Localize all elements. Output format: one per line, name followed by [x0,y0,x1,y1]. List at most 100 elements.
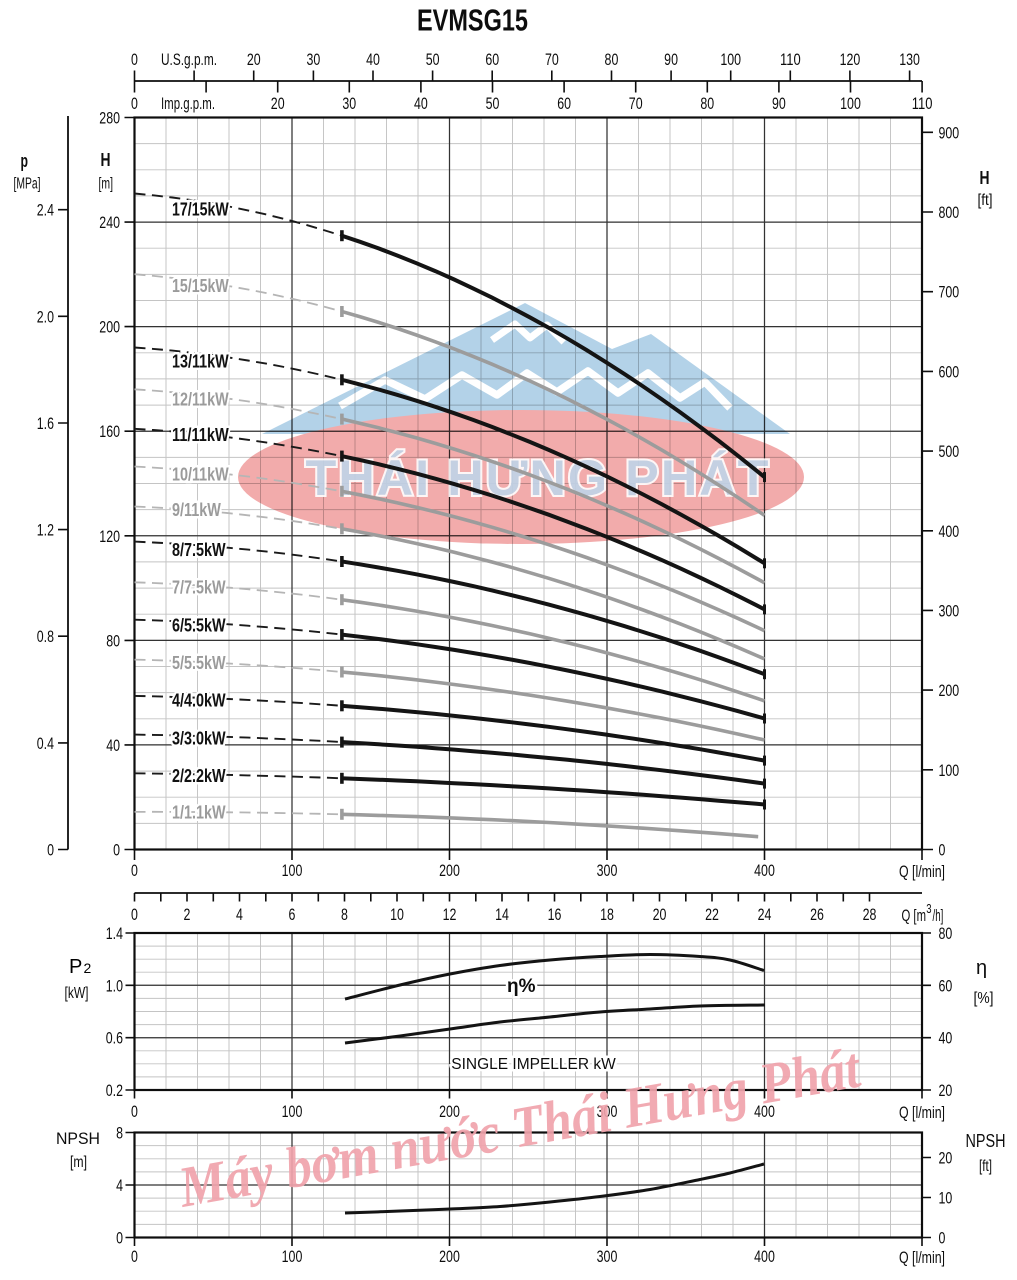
svg-text:4: 4 [116,1176,123,1195]
svg-text:70: 70 [545,50,559,69]
svg-text:280: 280 [99,108,120,127]
svg-text:[m]: [m] [70,1154,87,1171]
svg-text:50: 50 [426,50,440,69]
svg-text:500: 500 [939,442,960,461]
svg-text:Q [l/min]: Q [l/min] [899,1103,945,1122]
svg-text:1.4: 1.4 [106,924,123,943]
svg-text:4/4.0kW: 4/4.0kW [172,689,226,710]
svg-text:30: 30 [342,94,356,113]
svg-text:17/15kW: 17/15kW [172,198,229,219]
svg-text:20: 20 [939,1148,953,1167]
svg-text:40: 40 [366,50,380,69]
svg-text:300: 300 [597,1102,618,1121]
svg-text:[MPa]: [MPa] [14,176,41,193]
svg-text:[ft]: [ft] [979,1158,992,1175]
svg-text:80: 80 [605,50,619,69]
svg-text:28: 28 [863,905,877,924]
svg-text:Q [m: Q [m [902,906,927,925]
svg-text:200: 200 [439,1102,460,1121]
svg-text:400: 400 [939,522,960,541]
svg-text:0.2: 0.2 [106,1081,123,1100]
svg-text:60: 60 [939,976,953,995]
svg-text:200: 200 [439,1247,460,1266]
svg-text:12: 12 [443,905,457,924]
svg-text:2: 2 [184,905,191,924]
svg-text:EVMSG15: EVMSG15 [417,3,528,38]
svg-text:Q [l/min]: Q [l/min] [899,862,945,881]
svg-text:0.8: 0.8 [37,627,54,646]
svg-text:800: 800 [939,203,960,222]
svg-text:100: 100 [720,50,741,69]
svg-text:900: 900 [939,123,960,142]
svg-text:26: 26 [810,905,824,924]
svg-text:700: 700 [939,283,960,302]
svg-text:80: 80 [700,94,714,113]
svg-text:8/7.5kW: 8/7.5kW [172,539,226,560]
svg-text:16: 16 [548,905,562,924]
svg-text:40: 40 [414,94,428,113]
svg-text:60: 60 [485,50,499,69]
svg-text:24: 24 [758,905,772,924]
svg-text:SINGLE IMPELLER kW: SINGLE IMPELLER kW [451,1056,616,1073]
svg-text:0.6: 0.6 [106,1029,123,1048]
svg-text:60: 60 [557,94,571,113]
svg-text:120: 120 [99,527,120,546]
svg-text:2/2.2kW: 2/2.2kW [172,765,226,786]
svg-text:2.4: 2.4 [37,201,54,220]
svg-text:3/3.0kW: 3/3.0kW [172,728,226,749]
svg-text:70: 70 [629,94,643,113]
svg-text:110: 110 [912,94,933,113]
svg-text:400: 400 [754,861,775,880]
svg-text:2.0: 2.0 [37,307,54,326]
svg-text:120: 120 [840,50,861,69]
svg-text:8: 8 [116,1124,123,1143]
svg-text:H: H [980,168,990,188]
svg-text:5/5.5kW: 5/5.5kW [172,652,226,673]
svg-text:40: 40 [939,1029,953,1048]
svg-text:3: 3 [926,901,931,916]
svg-text:0.4: 0.4 [37,734,54,753]
svg-text:11/11kW: 11/11kW [172,424,229,445]
svg-text:1/1.1kW: 1/1.1kW [172,801,226,822]
svg-text:1.6: 1.6 [37,414,54,433]
svg-text:NPSH: NPSH [56,1130,100,1148]
svg-text:6: 6 [289,905,296,924]
svg-text:η: η [976,957,987,979]
svg-text:300: 300 [597,861,618,880]
svg-text:10/11kW: 10/11kW [172,463,229,484]
svg-text:/h]: /h] [933,906,944,925]
svg-text:2: 2 [84,960,92,976]
svg-text:20: 20 [247,50,261,69]
svg-text:80: 80 [939,924,953,943]
svg-text:30: 30 [306,50,320,69]
svg-text:10: 10 [939,1188,953,1207]
svg-text:0: 0 [939,1229,946,1248]
svg-text:100: 100 [282,1247,303,1266]
svg-text:90: 90 [664,50,678,69]
svg-text:0: 0 [131,861,138,880]
svg-text:20: 20 [939,1081,953,1100]
svg-text:240: 240 [99,213,120,232]
svg-text:200: 200 [439,861,460,880]
svg-text:η%: η% [507,976,536,997]
svg-text:18: 18 [600,905,614,924]
svg-text:80: 80 [106,631,120,650]
svg-text:NPSH: NPSH [966,1130,1006,1151]
svg-text:40: 40 [106,736,120,755]
svg-text:0: 0 [131,1247,138,1266]
svg-text:[ft]: [ft] [978,192,993,209]
svg-text:7/7.5kW: 7/7.5kW [172,577,226,598]
svg-text:22: 22 [705,905,719,924]
svg-text:12/11kW: 12/11kW [172,388,229,409]
svg-text:15/15kW: 15/15kW [172,275,229,296]
svg-text:1.0: 1.0 [106,976,123,995]
svg-text:0: 0 [131,1102,138,1121]
svg-text:200: 200 [939,681,960,700]
svg-text:100: 100 [282,861,303,880]
svg-text:Imp.g.p.m.: Imp.g.p.m. [161,94,215,113]
svg-text:13/11kW: 13/11kW [172,351,229,372]
svg-text:300: 300 [939,601,960,620]
svg-text:100: 100 [282,1102,303,1121]
svg-text:0: 0 [47,841,54,860]
svg-text:P: P [69,956,82,978]
